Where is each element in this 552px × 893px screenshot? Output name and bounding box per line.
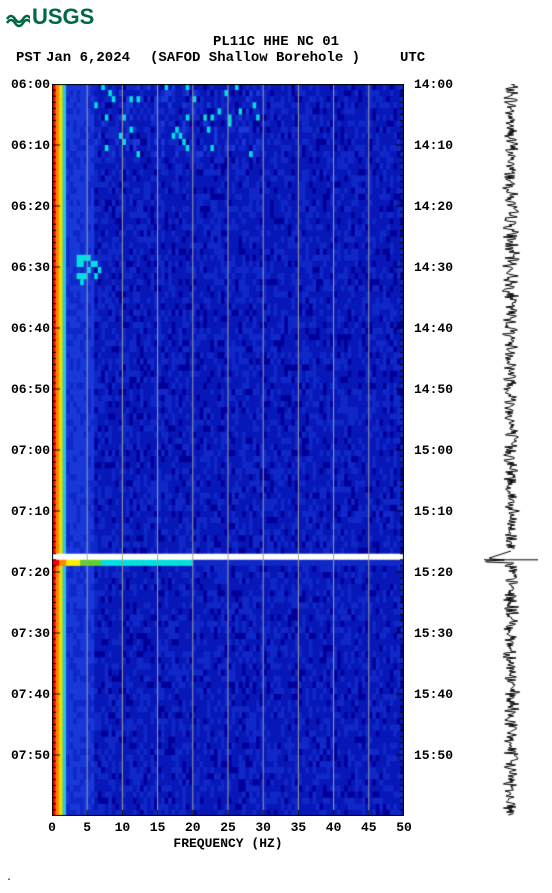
wave-icon [6, 5, 30, 29]
footer-mark: · [6, 875, 12, 886]
y-tick-right: 14:10 [414, 138, 453, 153]
x-tick: 45 [354, 820, 384, 835]
x-tick: 0 [37, 820, 67, 835]
y-tick-left: 06:30 [2, 260, 50, 275]
y-tick-left: 06:20 [2, 199, 50, 214]
y-tick-right: 14:30 [414, 260, 453, 275]
x-tick: 10 [107, 820, 137, 835]
y-tick-right: 14:50 [414, 382, 453, 397]
y-tick-right: 15:30 [414, 626, 453, 641]
y-tick-left: 07:50 [2, 748, 50, 763]
y-tick-right: 15:10 [414, 504, 453, 519]
x-tick: 20 [178, 820, 208, 835]
x-tick: 30 [248, 820, 278, 835]
logo-text: USGS [32, 4, 94, 30]
y-tick-right: 14:40 [414, 321, 453, 336]
y-tick-right: 15:50 [414, 748, 453, 763]
x-axis-title: FREQUENCY (HZ) [52, 836, 404, 851]
usgs-logo: USGS [6, 4, 94, 30]
y-tick-left: 06:40 [2, 321, 50, 336]
x-tick: 25 [213, 820, 243, 835]
y-tick-left: 06:00 [2, 77, 50, 92]
chart-title: PL11C HHE NC 01 [0, 34, 552, 50]
y-tick-right: 14:20 [414, 199, 453, 214]
x-tick: 35 [283, 820, 313, 835]
waveform-canvas [484, 84, 538, 816]
spectrogram-canvas [52, 84, 404, 816]
tz-right: UTC [400, 50, 425, 66]
x-tick: 40 [319, 820, 349, 835]
date: Jan 6,2024 [46, 50, 130, 66]
y-tick-left: 06:10 [2, 138, 50, 153]
y-tick-right: 14:00 [414, 77, 453, 92]
tz-left: PST [16, 50, 41, 66]
y-tick-right: 15:20 [414, 565, 453, 580]
y-tick-left: 07:40 [2, 687, 50, 702]
y-tick-left: 07:00 [2, 443, 50, 458]
y-tick-left: 06:50 [2, 382, 50, 397]
y-tick-right: 15:40 [414, 687, 453, 702]
x-tick: 15 [143, 820, 173, 835]
station: (SAFOD Shallow Borehole ) [150, 50, 360, 66]
x-tick: 5 [72, 820, 102, 835]
y-tick-right: 15:00 [414, 443, 453, 458]
y-tick-left: 07:30 [2, 626, 50, 641]
y-tick-left: 07:20 [2, 565, 50, 580]
y-tick-left: 07:10 [2, 504, 50, 519]
x-tick: 50 [389, 820, 419, 835]
